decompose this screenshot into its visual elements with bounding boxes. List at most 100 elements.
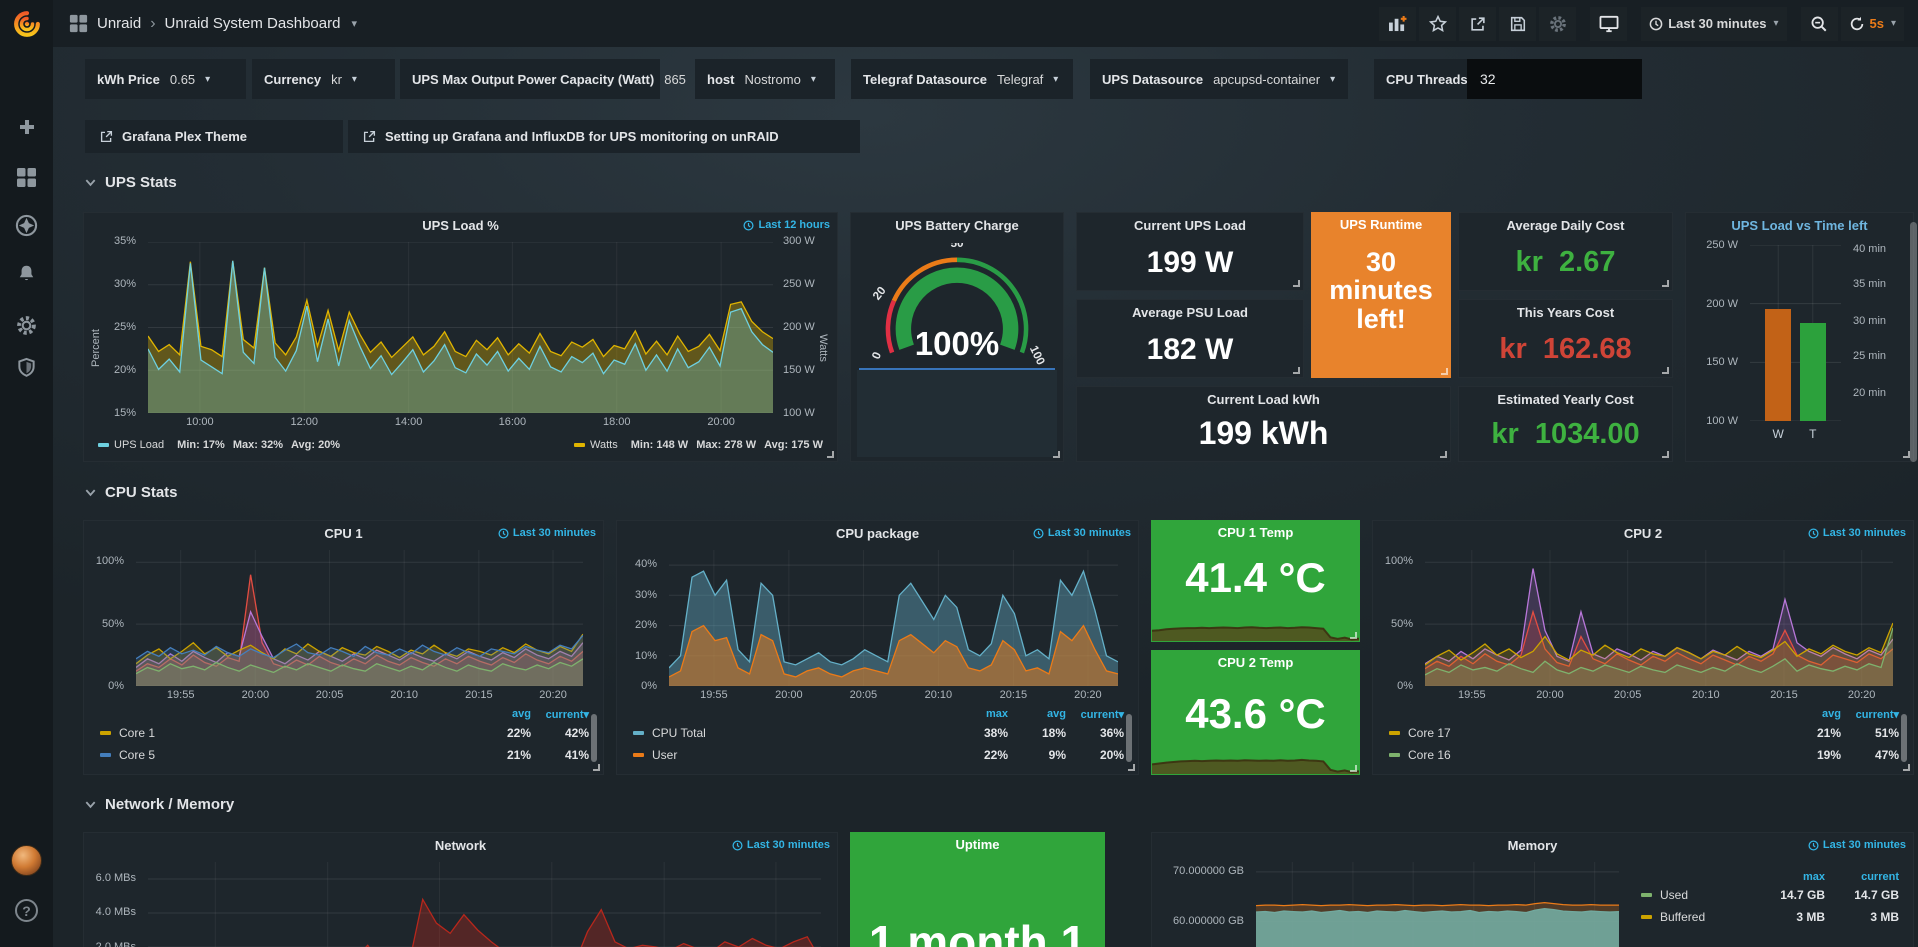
server-admin-shield-icon[interactable] [0, 346, 53, 388]
legend-series-name[interactable]: UPS Load [114, 439, 165, 451]
panel-title[interactable]: This Years Cost [1516, 305, 1615, 320]
legend-sort-current[interactable]: current [1861, 871, 1899, 883]
legend-scrollbar[interactable] [1901, 714, 1907, 762]
cycle-view-mode-button[interactable] [1590, 6, 1628, 41]
legend-swatch[interactable] [1389, 753, 1400, 757]
panel-time-range[interactable]: Last 12 hours [743, 219, 830, 231]
bar-W[interactable] [1765, 308, 1791, 421]
alerting-bell-icon[interactable] [0, 252, 53, 294]
resize-handle[interactable] [593, 764, 600, 771]
zoom-out-button[interactable] [1800, 6, 1838, 41]
resize-handle[interactable] [1440, 451, 1447, 458]
panel-title[interactable]: UPS Runtime [1339, 217, 1423, 232]
breadcrumb-dashboard-title[interactable]: Unraid System Dashboard [164, 15, 341, 32]
resize-handle[interactable] [1293, 280, 1300, 287]
grafana-logo[interactable] [0, 0, 53, 47]
plot-area[interactable] [148, 242, 773, 413]
section-cpu-stats[interactable]: CPU Stats [84, 484, 178, 501]
plot-area[interactable] [148, 862, 821, 947]
link-ups-monitoring-guide[interactable]: Setting up Grafana and InfluxDB for UPS … [348, 120, 860, 153]
variable-caret-icon[interactable]: ▾ [351, 73, 357, 85]
legend-swatch[interactable] [1641, 915, 1652, 919]
resize-handle[interactable] [1441, 368, 1448, 375]
plot-area[interactable] [669, 550, 1118, 686]
variable-ups-datasource[interactable]: UPS Datasource apcupsd-container ▾ [1090, 59, 1348, 99]
legend-series[interactable]: Used [1641, 888, 1751, 902]
variable-kwh-price[interactable]: kWh Price 0.65 ▾ [85, 59, 246, 99]
variable-value[interactable]: 865 [664, 71, 686, 87]
legend-series-name[interactable]: Core 17 [1408, 726, 1451, 740]
refresh-caret-icon[interactable]: ▾ [1890, 18, 1896, 29]
panel-time-range[interactable]: Last 30 minutes [732, 839, 830, 851]
breadcrumb-app[interactable]: Unraid [97, 15, 142, 32]
star-button[interactable] [1419, 6, 1457, 41]
resize-handle[interactable] [1293, 367, 1300, 374]
panel-time-range[interactable]: Last 30 minutes [1033, 527, 1131, 539]
variable-currency[interactable]: Currency kr ▾ [252, 59, 395, 99]
variable-value[interactable]: 0.65 [169, 71, 196, 87]
panel-title[interactable]: CPU 2 Temp [1217, 655, 1294, 670]
resize-handle[interactable] [1053, 451, 1060, 458]
add-panel-button[interactable] [1379, 6, 1417, 41]
legend-series[interactable]: Core 5 [100, 748, 473, 762]
dashboard-settings-button[interactable] [1539, 6, 1577, 41]
resize-handle[interactable] [1903, 451, 1910, 458]
legend-sort-current[interactable]: current▾ [1855, 709, 1899, 721]
legend-series[interactable]: User [633, 748, 950, 762]
user-avatar[interactable] [11, 845, 42, 876]
dashboards-icon[interactable] [0, 156, 53, 198]
variable-host[interactable]: host Nostromo ▾ [695, 59, 835, 99]
panel-time-range[interactable]: Last 30 minutes [498, 527, 596, 539]
panel-title[interactable]: Uptime [955, 837, 1000, 852]
legend-swatch[interactable] [100, 753, 111, 757]
link-grafana-plex-theme[interactable]: Grafana Plex Theme [85, 120, 343, 153]
legend-sort-current[interactable]: current▾ [545, 709, 589, 721]
legend-series[interactable]: Buffered [1641, 910, 1751, 924]
help-icon[interactable]: ? [15, 899, 38, 922]
legend-swatch[interactable] [98, 443, 109, 447]
explore-compass-icon[interactable] [0, 204, 53, 246]
legend-series-name[interactable]: CPU Total [652, 726, 706, 740]
panel-title[interactable]: CPU 1 [324, 526, 363, 541]
resize-handle[interactable] [827, 451, 834, 458]
legend-sort-max[interactable]: max [1802, 871, 1825, 883]
create-icon[interactable] [0, 106, 53, 148]
legend-scrollbar[interactable] [1126, 714, 1132, 762]
variable-value[interactable]: Telegraf [997, 71, 1044, 87]
refresh-button[interactable]: 5s ▾ [1840, 6, 1904, 41]
variable-value[interactable]: kr [331, 71, 342, 87]
bar-T[interactable] [1800, 323, 1826, 421]
section-network-memory[interactable]: Network / Memory [84, 796, 234, 813]
plot-area[interactable] [1256, 862, 1619, 947]
variable-caret-icon[interactable]: ▾ [1053, 73, 1059, 85]
legend-sort-current[interactable]: current▾ [1080, 709, 1124, 721]
resize-handle[interactable] [1662, 367, 1669, 374]
panel-title[interactable]: Average PSU Load [1132, 305, 1248, 320]
legend-sort-max[interactable]: max [985, 708, 1008, 720]
legend-series-name[interactable]: Buffered [1660, 910, 1706, 924]
legend-series-name[interactable]: Core 16 [1408, 748, 1451, 762]
legend-series-name[interactable]: User [652, 748, 678, 762]
legend-swatch[interactable] [574, 443, 586, 447]
panel-title[interactable]: CPU 1 Temp [1217, 525, 1294, 540]
resize-handle[interactable] [1350, 632, 1357, 639]
panel-title[interactable]: UPS Load vs Time left [1731, 218, 1868, 233]
variable-value[interactable]: apcupsd-container [1213, 71, 1321, 87]
panel-title[interactable]: UPS Load % [422, 218, 499, 233]
plot-area[interactable] [136, 550, 583, 686]
legend-swatch[interactable] [1389, 731, 1400, 735]
legend-swatch[interactable] [633, 753, 644, 757]
share-button[interactable] [1459, 6, 1497, 41]
legend-series-name[interactable]: Watts [590, 439, 618, 451]
panel-title[interactable]: Network [434, 838, 487, 853]
variable-caret-icon[interactable]: ▾ [205, 73, 211, 85]
resize-handle[interactable] [1662, 451, 1669, 458]
variable-caret-icon[interactable]: ▾ [1330, 73, 1336, 85]
variable-caret-icon[interactable]: ▾ [810, 73, 816, 85]
panel-title[interactable]: Memory [1507, 838, 1558, 853]
legend-swatch[interactable] [633, 731, 644, 735]
panel-time-range[interactable]: Last 30 minutes [1808, 527, 1906, 539]
variable-telegraf-datasource[interactable]: Telegraf Datasource Telegraf ▾ [851, 59, 1073, 99]
legend-series[interactable]: Core 17 [1389, 726, 1783, 740]
resize-handle[interactable] [1662, 280, 1669, 287]
